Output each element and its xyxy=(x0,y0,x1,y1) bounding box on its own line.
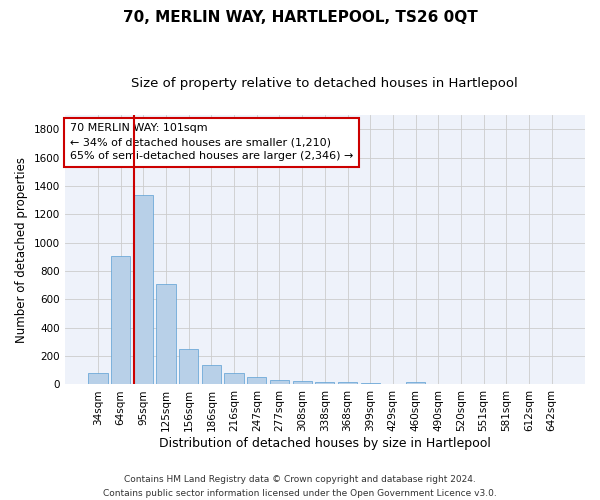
Bar xyxy=(293,381,312,384)
Text: Contains HM Land Registry data © Crown copyright and database right 2024.
Contai: Contains HM Land Registry data © Crown c… xyxy=(103,476,497,498)
Bar xyxy=(224,373,244,384)
Bar xyxy=(315,382,334,384)
Bar xyxy=(88,373,107,384)
Text: 70 MERLIN WAY: 101sqm
← 34% of detached houses are smaller (1,210)
65% of semi-d: 70 MERLIN WAY: 101sqm ← 34% of detached … xyxy=(70,124,353,162)
Bar xyxy=(111,256,130,384)
Bar xyxy=(134,194,153,384)
Title: Size of property relative to detached houses in Hartlepool: Size of property relative to detached ho… xyxy=(131,78,518,90)
Text: 70, MERLIN WAY, HARTLEPOOL, TS26 0QT: 70, MERLIN WAY, HARTLEPOOL, TS26 0QT xyxy=(122,10,478,25)
X-axis label: Distribution of detached houses by size in Hartlepool: Distribution of detached houses by size … xyxy=(159,437,491,450)
Bar xyxy=(270,380,289,384)
Y-axis label: Number of detached properties: Number of detached properties xyxy=(15,157,28,343)
Bar xyxy=(179,350,199,384)
Bar xyxy=(247,376,266,384)
Bar xyxy=(406,382,425,384)
Bar xyxy=(338,382,357,384)
Bar xyxy=(361,383,380,384)
Bar xyxy=(157,284,176,384)
Bar xyxy=(202,365,221,384)
